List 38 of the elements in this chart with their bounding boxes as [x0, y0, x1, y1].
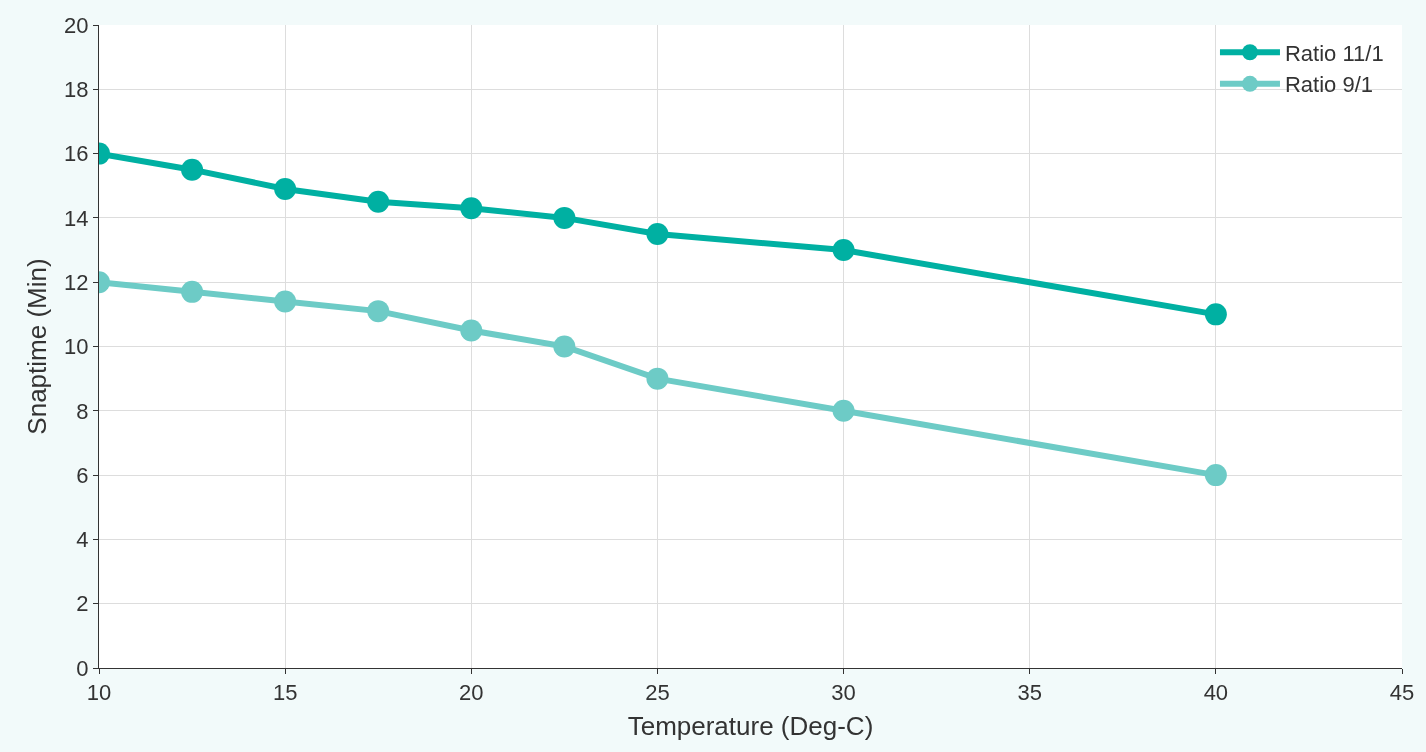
x-tick-label: 15	[272, 680, 298, 706]
point	[274, 177, 297, 200]
y-tick-label: 12	[64, 269, 89, 295]
point	[181, 280, 204, 303]
x-tick-label: 25	[645, 680, 670, 706]
y-tick-label: 8	[76, 398, 89, 424]
point	[367, 300, 390, 323]
point	[646, 222, 669, 245]
x-axis-title: Temperature (Deg-C)	[627, 711, 874, 742]
point	[1204, 464, 1227, 487]
y-axis-title: Snaptime (Min)	[21, 258, 52, 435]
point	[460, 197, 483, 220]
y-tick-label: 0	[76, 655, 89, 681]
point	[181, 158, 204, 181]
y-tick-label: 6	[76, 462, 89, 488]
point	[367, 190, 390, 213]
point	[274, 290, 297, 313]
y-tick-label: 2	[76, 591, 89, 617]
y-tick-label: 18	[64, 77, 89, 102]
legend-label: Ratio 9/1	[1284, 72, 1374, 98]
x-tick-label: 35	[1017, 680, 1042, 706]
x-tick-label: 20	[459, 680, 484, 706]
point	[553, 335, 576, 358]
legend-label: Ratio 11/1	[1284, 40, 1384, 66]
y-tick-label: 14	[64, 205, 89, 231]
point	[832, 239, 855, 262]
y-tick-label: 16	[64, 141, 89, 167]
point	[832, 399, 855, 422]
point	[1204, 303, 1227, 326]
x-tick-label: 45	[1389, 680, 1415, 706]
point	[646, 367, 669, 390]
y-tick-label: 10	[64, 334, 89, 360]
y-tick-label: 20	[64, 12, 89, 38]
point	[553, 206, 576, 229]
point	[460, 319, 483, 342]
y-tick-label: 4	[76, 527, 89, 553]
x-tick-label: 40	[1203, 680, 1229, 706]
x-tick-label: 30	[831, 680, 856, 706]
